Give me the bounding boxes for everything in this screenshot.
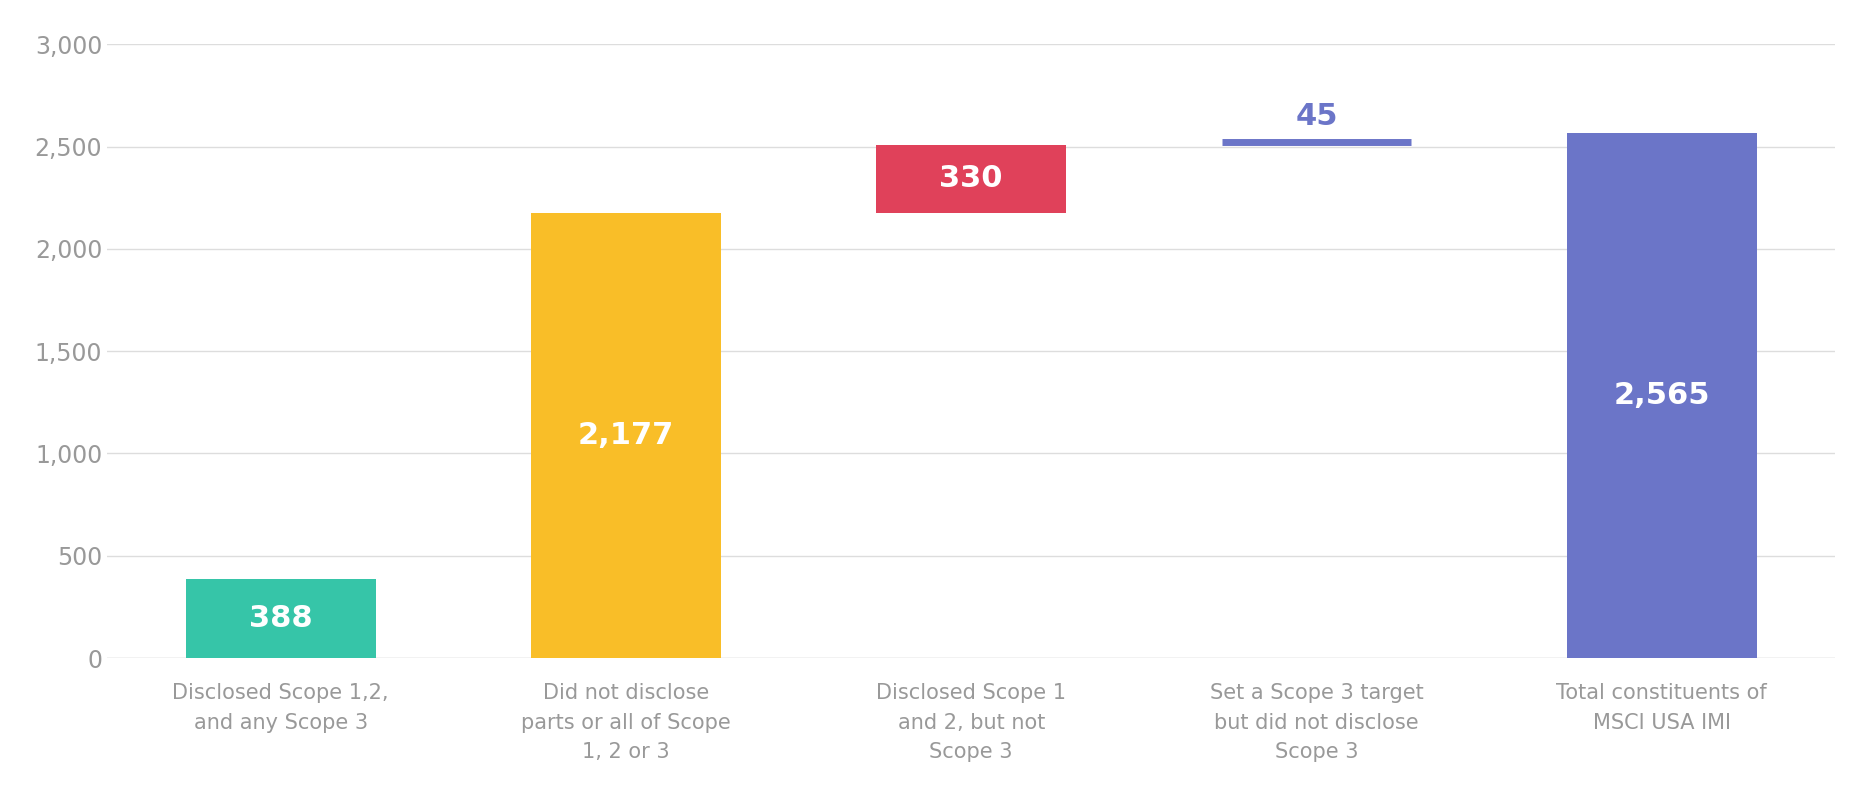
Text: 330: 330: [939, 164, 1002, 194]
Bar: [1567, 133, 1756, 658]
Text: 2,177: 2,177: [578, 421, 673, 450]
Bar: [877, 145, 1066, 213]
Text: 45: 45: [1296, 102, 1337, 132]
Text: 388: 388: [249, 604, 312, 633]
Bar: [531, 213, 722, 658]
Text: 2,565: 2,565: [1614, 381, 1709, 410]
Bar: [185, 579, 376, 658]
